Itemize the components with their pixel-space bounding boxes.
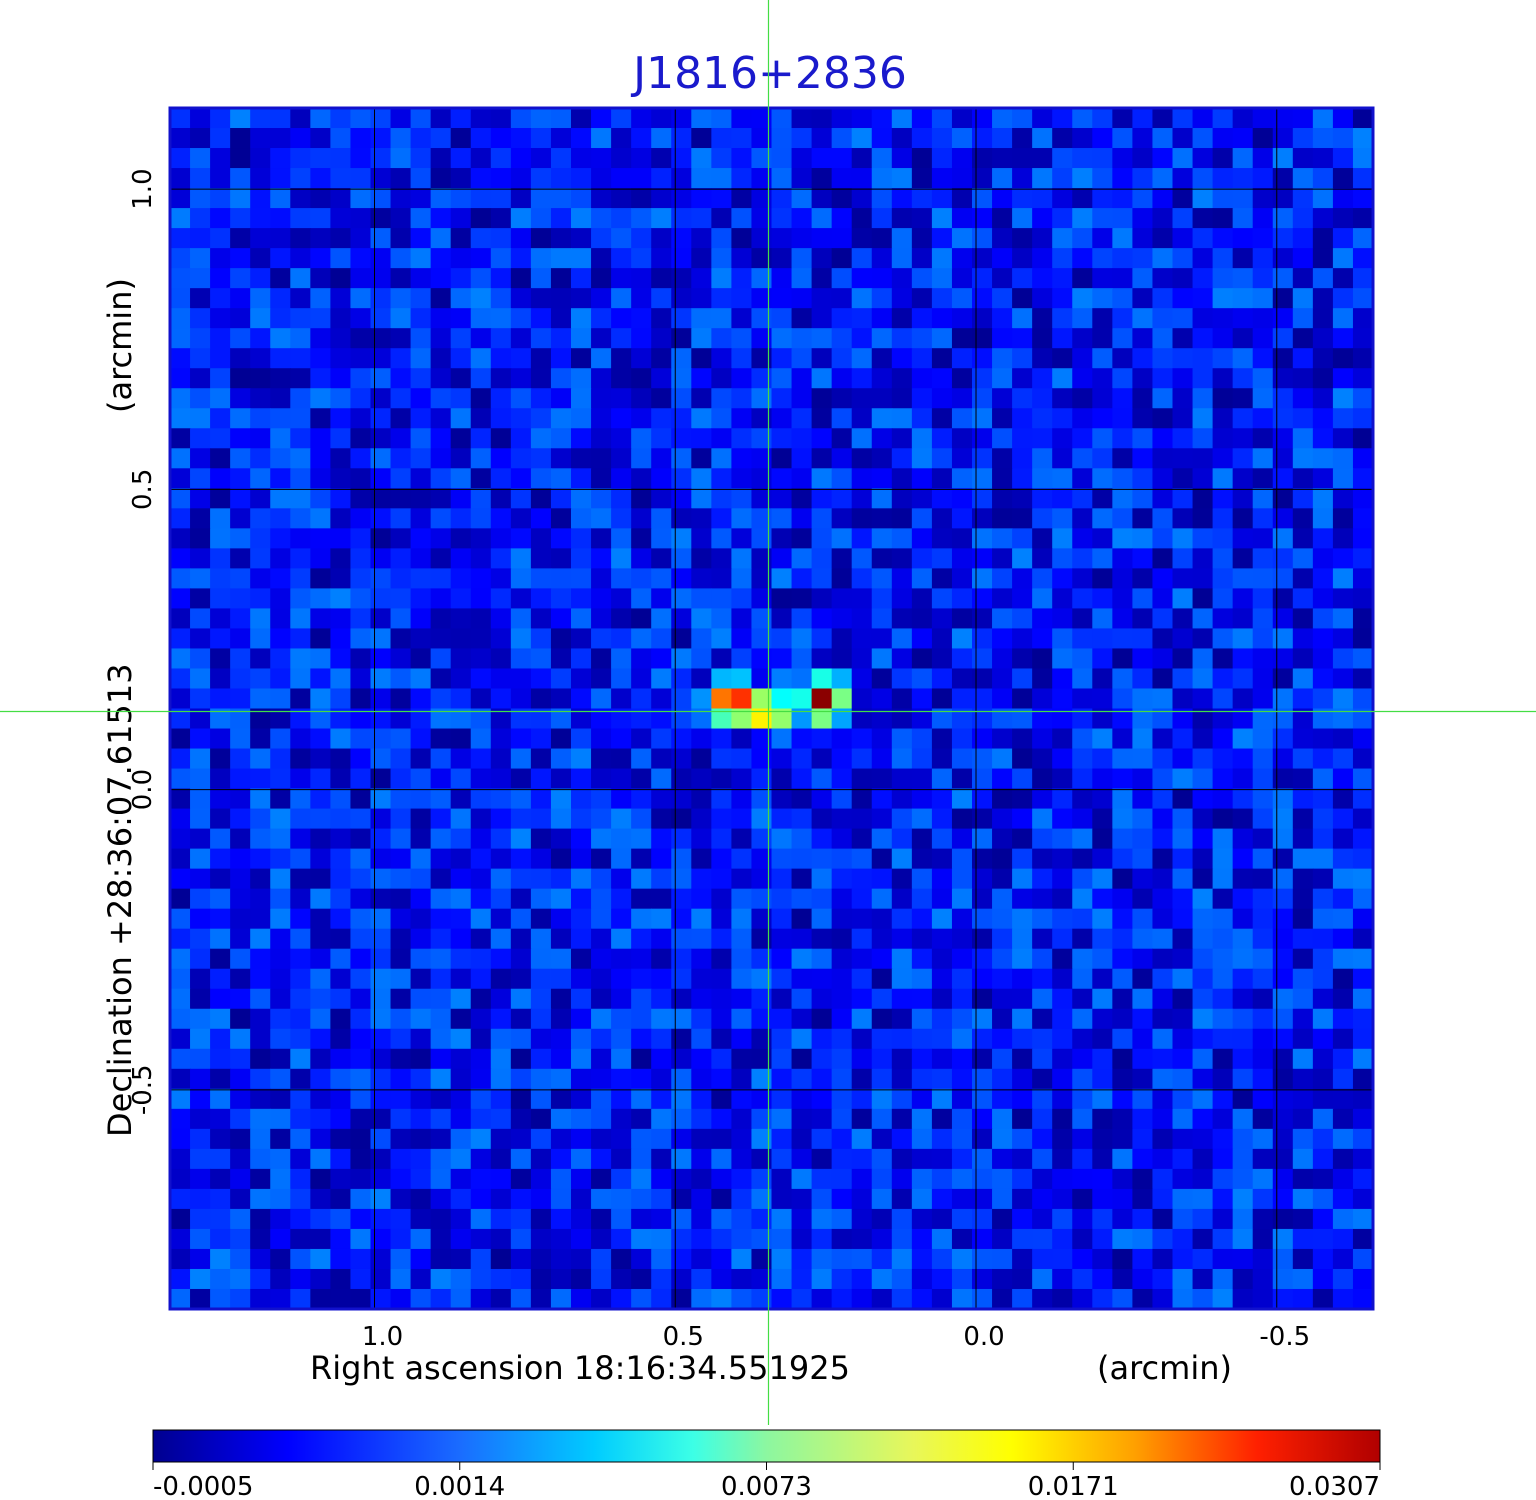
x-tick-label: 0.0	[963, 1322, 1004, 1352]
flux-image	[170, 108, 1374, 1310]
y-tick-labels: 1.0 0.5 0.0 -0.5	[128, 168, 158, 1115]
colorbar-tick-labels: -0.0005 0.0014 0.0073 0.0171 0.0307	[152, 1462, 1381, 1500]
colorbar-tick-label: 0.0073	[721, 1472, 812, 1500]
colorbar	[152, 1429, 1381, 1463]
colorbar-tick-label: 0.0014	[414, 1472, 505, 1500]
y-axis-label: Declination +28:36:07.61513	[101, 663, 139, 1137]
y-tick-label: -0.5	[128, 1064, 158, 1115]
x-tick-label: -0.5	[1259, 1322, 1310, 1352]
y-tick-label: 1.0	[128, 168, 158, 209]
y-tick-label: 0.5	[128, 469, 158, 510]
crosshair-marker	[0, 0, 1536, 1425]
colorbar-tick-label: -0.0005	[153, 1472, 253, 1500]
colorbar-tick-label: 0.0307	[1289, 1472, 1380, 1500]
y-axis-unit: (arcmin)	[101, 278, 139, 413]
x-axis-label: Right ascension 18:16:34.551925	[310, 1349, 850, 1387]
plot-frame	[168, 106, 1375, 1311]
colorbar-tick-label: 0.0171	[1028, 1472, 1119, 1500]
coordinate-grid	[170, 108, 1373, 1309]
x-tick-label: 0.5	[663, 1322, 704, 1352]
x-tick-labels: 1.0 0.5 0.0 -0.5	[362, 1322, 1310, 1352]
x-axis-unit: (arcmin)	[1097, 1349, 1232, 1387]
x-tick-label: 1.0	[362, 1322, 403, 1352]
y-tick-label: 0.0	[128, 769, 158, 810]
